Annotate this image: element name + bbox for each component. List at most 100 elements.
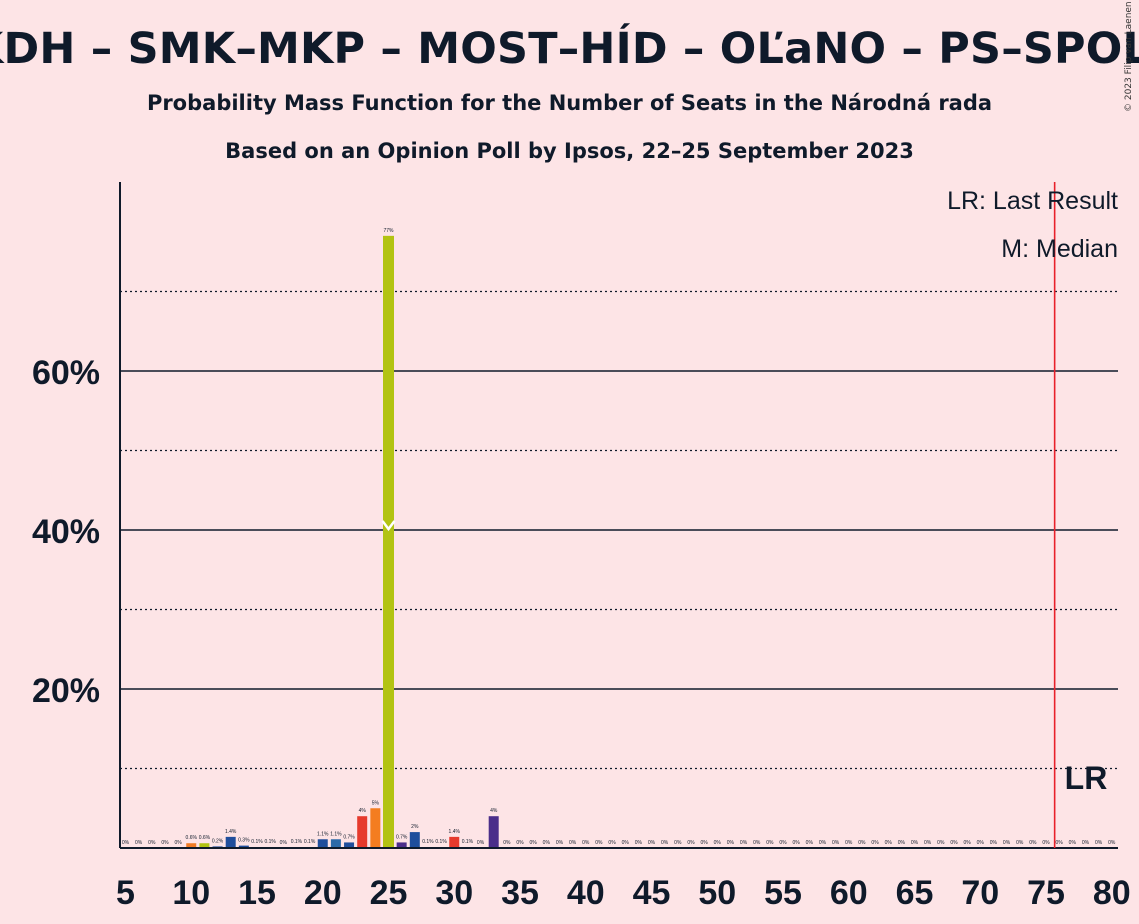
bar-seat-10 <box>186 843 197 848</box>
bar-label: 0% <box>122 840 130 846</box>
bar-label: 0% <box>871 840 879 846</box>
x-tick-label: 10 <box>172 874 210 912</box>
legend-median: M: Median <box>1001 235 1118 263</box>
bar-label: 0% <box>687 840 695 846</box>
x-tick-label: 80 <box>1093 874 1131 912</box>
x-tick-label: 15 <box>238 874 276 912</box>
bar-label: 1.4% <box>225 829 237 835</box>
bar-label: 0% <box>1108 840 1116 846</box>
bar-label: 0% <box>1082 840 1090 846</box>
bar-seat-24 <box>370 808 381 848</box>
x-tick-label: 30 <box>435 874 473 912</box>
bar-label: 0.1% <box>462 839 474 845</box>
bar-label: 0% <box>753 840 761 846</box>
x-tick-label: 5 <box>116 874 135 912</box>
bar-label: 0% <box>766 840 774 846</box>
bar-label: 0.1% <box>422 839 434 845</box>
bar-label: 0% <box>543 840 551 846</box>
bar-label: 0% <box>503 840 511 846</box>
bar-seat-22 <box>344 842 355 848</box>
x-tick-label: 55 <box>764 874 802 912</box>
bar-label: 0% <box>714 840 722 846</box>
bar-label: 0% <box>924 840 932 846</box>
bar-seat-27 <box>409 832 420 848</box>
bar-seat-13 <box>225 836 236 848</box>
bar-seat-20 <box>317 839 328 848</box>
bar-label: 0.3% <box>238 838 250 844</box>
bar-label: 0% <box>990 840 998 846</box>
bar-label: 4% <box>490 808 498 814</box>
bar-label: 1.4% <box>449 829 461 835</box>
bar-label: 0% <box>582 840 590 846</box>
bar-seat-30 <box>449 836 460 848</box>
bar-label: 0% <box>963 840 971 846</box>
bar-label: 0.6% <box>199 835 211 841</box>
bar-label: 0% <box>977 840 985 846</box>
last-result-label: LR <box>1065 760 1108 796</box>
y-tick-label: 60% <box>32 354 100 392</box>
bar-label: 0% <box>174 840 182 846</box>
bar-label: 0.1% <box>264 839 276 845</box>
bar-label: 0% <box>793 840 801 846</box>
legend-last-result: LR: Last Result <box>947 187 1118 215</box>
y-tick-label: 20% <box>32 672 100 710</box>
bar-label: 0% <box>727 840 735 846</box>
bar-label: 0.1% <box>304 839 316 845</box>
bar-label: 4% <box>359 808 367 814</box>
bar-label: 0% <box>898 840 906 846</box>
bar-label: 0% <box>161 840 169 846</box>
bar-label: 0% <box>1056 840 1064 846</box>
bar-seat-11 <box>199 843 210 848</box>
bar-seat-21 <box>330 839 341 848</box>
bar-label: 0% <box>806 840 814 846</box>
bar-label: 0% <box>148 840 156 846</box>
x-tick-label: 50 <box>698 874 736 912</box>
bar-label: 0% <box>1042 840 1050 846</box>
bar-label: 0% <box>661 840 669 846</box>
bar-label: 0% <box>648 840 656 846</box>
bar-seat-33 <box>488 816 499 848</box>
bar-label: 0% <box>1069 840 1077 846</box>
x-tick-label: 40 <box>567 874 605 912</box>
bar-label: 1.1% <box>317 831 329 837</box>
bar-seat-14 <box>238 845 249 848</box>
bar-label: 0% <box>135 840 143 846</box>
bar-label: 0% <box>1095 840 1103 846</box>
chart-subtitle-poll: Based on an Opinion Poll by Ipsos, 22–25… <box>225 139 914 163</box>
gridlines <box>120 290 1118 770</box>
bar-label: 0% <box>858 840 866 846</box>
bar-label: 0% <box>937 840 945 846</box>
bars-group <box>186 235 499 849</box>
bar-label: 0% <box>950 840 958 846</box>
bar-label: 0% <box>1016 840 1024 846</box>
bar-label: 0% <box>674 840 682 846</box>
bar-seat-26 <box>396 842 407 848</box>
bar-label: 0% <box>516 840 524 846</box>
bar-label: 0.7% <box>343 834 355 840</box>
bar-label: 2% <box>411 824 419 830</box>
x-tick-label: 75 <box>1027 874 1065 912</box>
bar-seat-23 <box>357 816 368 848</box>
bar-label: 0% <box>608 840 616 846</box>
x-tick-label: 45 <box>633 874 671 912</box>
bar-label: 77% <box>383 228 394 234</box>
bar-label: 0% <box>740 840 748 846</box>
bar-label: 0% <box>832 840 840 846</box>
x-tick-label: 65 <box>896 874 934 912</box>
x-tick-label: 35 <box>501 874 539 912</box>
bar-label: 0% <box>622 840 630 846</box>
chart-title: KDH – SMK–MKP – MOST–HÍD – OĽaNO – PS–SP… <box>0 24 1139 74</box>
bar-label: 0.1% <box>435 839 447 845</box>
bar-label: 0% <box>1029 840 1037 846</box>
chart-subtitle: Probability Mass Function for the Number… <box>146 91 993 115</box>
bar-label: 0% <box>477 840 485 846</box>
bar-label: 0% <box>569 840 577 846</box>
x-tick-label: 20 <box>304 874 342 912</box>
bar-seat-25 <box>383 235 394 849</box>
bar-label: 0.6% <box>186 835 198 841</box>
axes-group: 20% 40% 60% 5 10 15 20 25 30 35 40 45 50 55 60 65 70 75 80… <box>32 182 1131 912</box>
bar-label: 0.1% <box>251 839 263 845</box>
bar-label: 0% <box>1003 840 1011 846</box>
bar-label: 0% <box>885 840 893 846</box>
bar-label: 0% <box>845 840 853 846</box>
